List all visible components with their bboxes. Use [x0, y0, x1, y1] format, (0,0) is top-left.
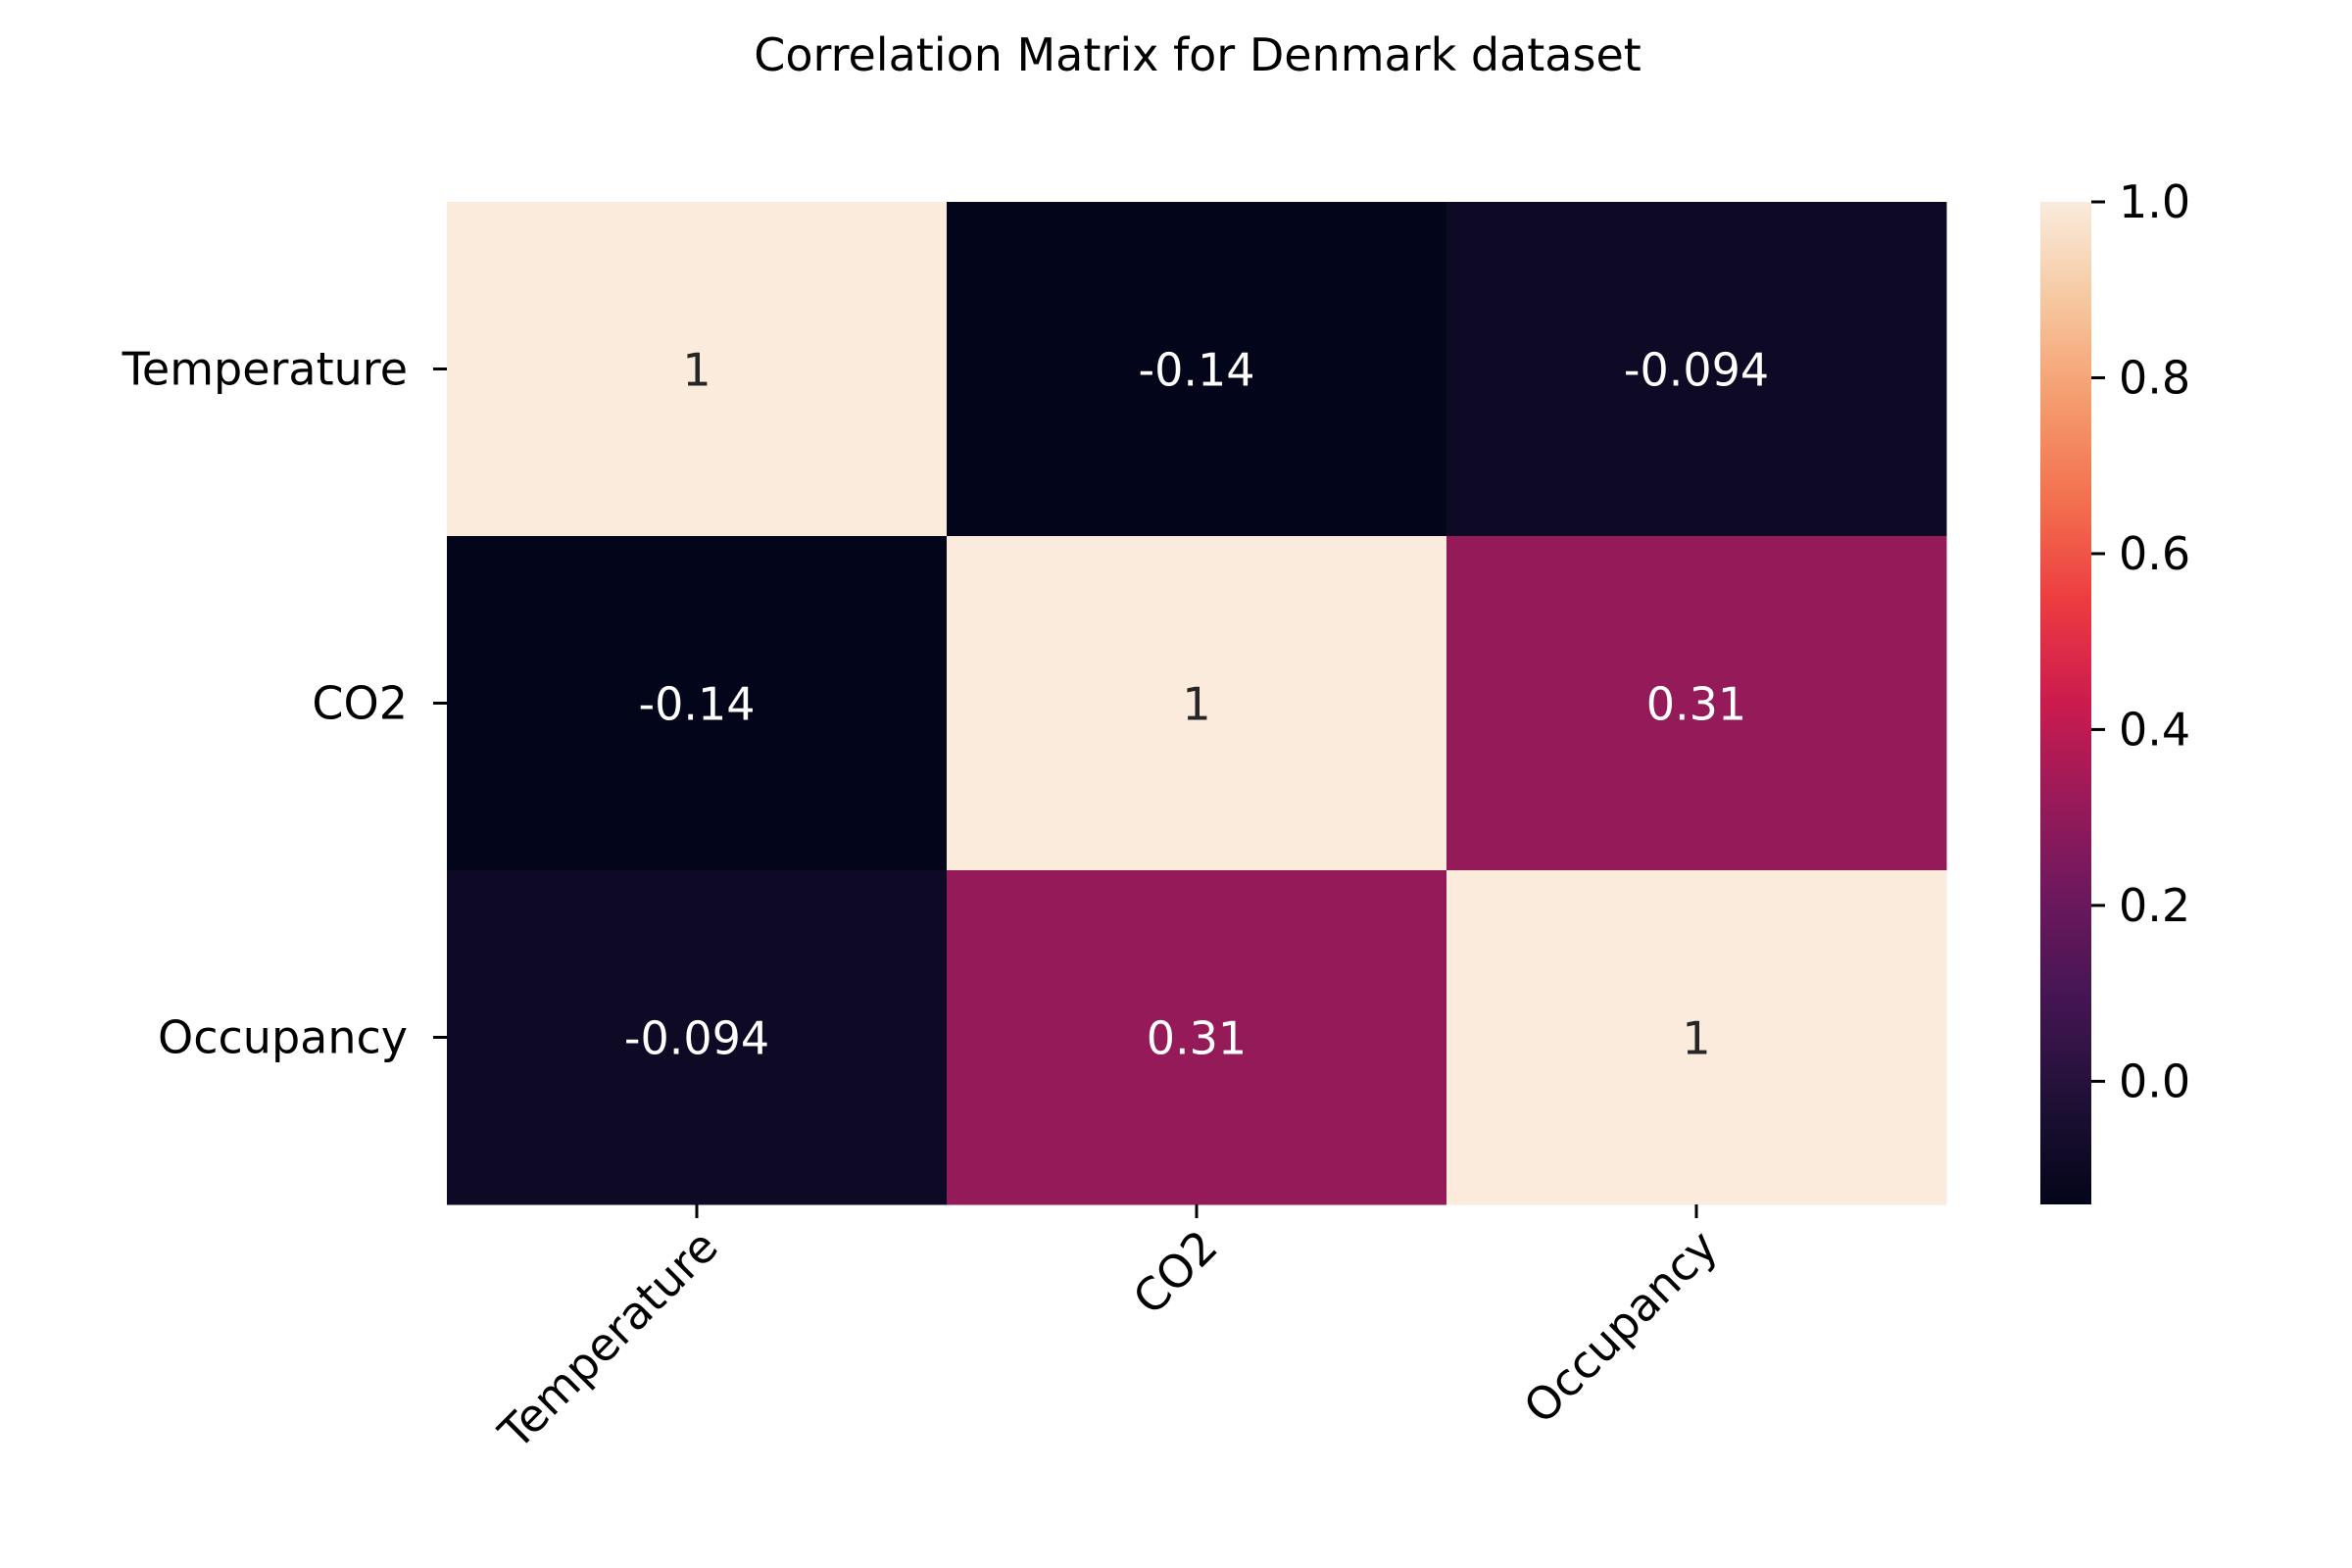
colorbar-tick-label: 0.8: [2119, 351, 2190, 404]
x-tick-label: Occupancy: [1513, 1220, 1727, 1434]
chart-title: Correlation Matrix for Denmark dataset: [754, 28, 1642, 81]
heatmap-cell: [947, 202, 1447, 537]
colorbar-tick-label: 0.6: [2119, 527, 2190, 580]
y-axis: Temperature CO2 Occupancy: [122, 343, 447, 1064]
cell-annotation: 1: [1682, 1012, 1710, 1065]
y-tick-label: CO2: [312, 677, 408, 730]
cell-annotation: 1: [682, 344, 710, 397]
heatmap-cell: [1446, 870, 1947, 1205]
colorbar-tick-label: 0.2: [2119, 879, 2190, 932]
colorbar-tick-label: 0.4: [2119, 703, 2190, 756]
colorbar: 0.0 0.2 0.4 0.6 0.8 1.0: [2040, 175, 2190, 1204]
cell-annotation: -0.14: [638, 678, 755, 731]
heatmap-cell: [447, 870, 948, 1205]
cell-annotation: 0.31: [1147, 1012, 1247, 1065]
cell-annotation: -0.094: [624, 1012, 769, 1065]
colorbar-tick-label: 1.0: [2119, 175, 2190, 228]
x-axis: Temperature CO2 Occupancy: [488, 1204, 1728, 1460]
heatmap-cell: [447, 202, 948, 537]
heatmap-cell: [447, 536, 948, 871]
heatmap-cell: [947, 870, 1447, 1205]
x-tick-label: CO2: [1123, 1220, 1228, 1325]
colorbar-tick-label: 0.0: [2119, 1054, 2190, 1107]
cell-annotations: 1 -0.14 -0.094 -0.14 1 0.31 -0.094 0.31 1: [624, 344, 1769, 1065]
heatmap-cell: [1446, 202, 1947, 537]
cell-annotation: 1: [1182, 678, 1210, 731]
x-tick-label: Temperature: [488, 1220, 728, 1460]
heatmap-cells: [447, 202, 1947, 1205]
heatmap-cell: [1446, 536, 1947, 871]
y-tick-label: Temperature: [122, 343, 408, 396]
cell-annotation: -0.14: [1138, 344, 1254, 397]
colorbar-gradient: [2040, 202, 2091, 1204]
y-tick-label: Occupancy: [158, 1011, 408, 1064]
cell-annotation: 0.31: [1646, 678, 1746, 731]
heatmap-cell: [947, 536, 1447, 871]
cell-annotation: -0.094: [1624, 344, 1769, 397]
